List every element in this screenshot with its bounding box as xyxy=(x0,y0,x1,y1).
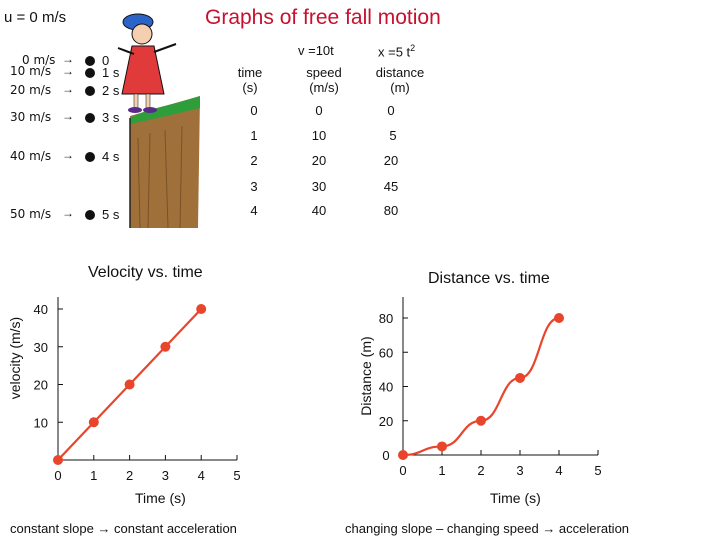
y-tick-label: 0 xyxy=(382,448,389,463)
x-tick-label: 1 xyxy=(438,463,445,478)
table-cell: 1 xyxy=(250,128,258,143)
cliff-illustration xyxy=(117,13,200,228)
time-label: 5 s xyxy=(102,207,120,222)
x-tick-label: 5 xyxy=(233,468,240,483)
x-tick-label: 2 xyxy=(126,468,133,483)
x-tick-label: 0 xyxy=(54,468,61,483)
page-title: Graphs of free fall motion xyxy=(205,6,441,29)
series-line xyxy=(402,316,560,457)
y-tick-label: 60 xyxy=(379,345,393,360)
speed-label: 30 m/s xyxy=(10,110,52,124)
data-point xyxy=(515,372,525,383)
time-label: 3 s xyxy=(102,110,120,125)
arrow-icon: → xyxy=(62,206,74,220)
ball-icon xyxy=(85,113,95,123)
ball-icon xyxy=(85,86,95,96)
x-tick-label: 3 xyxy=(162,468,169,483)
table-header-distance: distance (m) xyxy=(375,65,425,95)
velocity-formula: v =10t xyxy=(298,43,334,58)
velocity-chart-title: Velocity vs. time xyxy=(88,264,203,281)
y-tick-label: 20 xyxy=(34,378,48,393)
table-cell: 3 xyxy=(250,179,258,194)
data-point xyxy=(554,313,564,323)
y-tick-label: 80 xyxy=(379,311,393,326)
arrow-icon: → xyxy=(62,109,74,123)
speed-label: 10 m/s xyxy=(10,64,52,78)
arrow-icon: → xyxy=(62,148,74,162)
data-point xyxy=(124,379,135,390)
data-point xyxy=(88,417,99,428)
x-tick-label: 4 xyxy=(198,468,205,483)
speed-label: 50 m/s xyxy=(10,207,52,221)
arrow-icon: → xyxy=(62,64,74,78)
y-tick-label: 20 xyxy=(379,414,393,429)
table-cell: 10 xyxy=(311,128,327,143)
data-point xyxy=(53,455,63,465)
distance-chart: 0 1 2 3 4 5 0 20 40 60 80 xyxy=(379,297,602,478)
x-tick-label: 1 xyxy=(90,468,97,483)
table-cell: 20 xyxy=(383,153,399,168)
table-cell: 2 xyxy=(250,153,258,168)
arrow-icon: → xyxy=(62,52,74,66)
x-tick-label: 4 xyxy=(555,463,562,478)
velocity-chart: 0 1 2 3 4 5 10 20 30 40 xyxy=(34,297,241,483)
x-tick-label: 0 xyxy=(399,463,406,478)
cliff-grass xyxy=(130,96,200,124)
distance-x-axis-label: Time (s) xyxy=(490,490,541,506)
x-tick-label: 5 xyxy=(594,463,601,478)
time-label: 4 s xyxy=(102,149,120,164)
y-tick-label: 10 xyxy=(34,415,48,430)
distance-formula: x =5 t2 xyxy=(378,43,416,60)
y-tick-label: 40 xyxy=(379,380,393,395)
table-cell: 30 xyxy=(311,179,327,194)
y-tick-label: 30 xyxy=(34,340,48,355)
data-point xyxy=(476,415,486,426)
velocity-caption: constant slope → constant acceleration xyxy=(10,521,237,536)
time-label: 2 s xyxy=(102,83,120,98)
data-point xyxy=(398,450,408,460)
girl-figure xyxy=(117,13,177,113)
table-cell: 80 xyxy=(383,203,399,218)
time-label: 0 xyxy=(102,53,110,68)
ball-icon xyxy=(85,152,95,162)
ball-icon xyxy=(85,210,95,220)
data-point xyxy=(196,304,207,314)
data-point xyxy=(437,441,447,452)
table-cell: 40 xyxy=(311,203,327,218)
speed-label: 40 m/s xyxy=(10,149,52,163)
table-cell: 4 xyxy=(250,203,258,218)
data-point xyxy=(160,341,171,352)
speed-label: 20 m/s xyxy=(10,83,52,97)
table-cell: 0 xyxy=(387,103,395,118)
velocity-x-axis-label: Time (s) xyxy=(135,490,186,506)
ball-icon xyxy=(85,68,95,78)
x-tick-label: 2 xyxy=(477,463,484,478)
y-tick-label: 40 xyxy=(34,302,48,317)
x-tick-label: 3 xyxy=(516,463,523,478)
initial-speed-label: u = 0 m/s xyxy=(4,9,67,26)
table-cell: 0 xyxy=(315,103,323,118)
table-cell: 0 xyxy=(250,103,258,118)
cliff-rock xyxy=(130,96,200,228)
table-cell: 5 xyxy=(389,128,397,143)
table-header-time: time (s) xyxy=(237,65,263,95)
table-header-speed: speed (m/s) xyxy=(306,65,342,95)
speed-label: 0 m/s xyxy=(22,53,56,67)
table-cell: 45 xyxy=(383,179,399,194)
arrow-icon: → xyxy=(62,82,74,96)
distance-chart-title: Distance vs. time xyxy=(428,270,550,287)
distance-caption: changing slope – changing speed → accele… xyxy=(345,521,630,536)
ball-icon xyxy=(85,56,95,66)
time-label: 1 s xyxy=(102,65,120,80)
table-cell: 20 xyxy=(311,153,327,168)
